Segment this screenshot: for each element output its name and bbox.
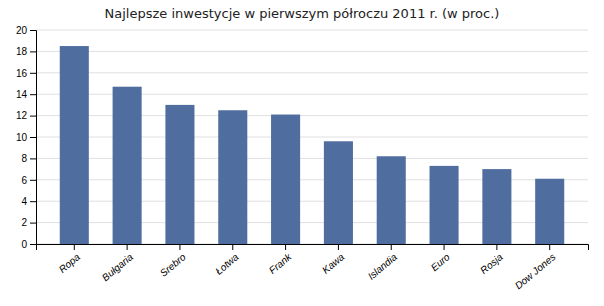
tick-label: Srebro <box>158 251 188 279</box>
tick-label: 10 <box>16 132 28 143</box>
bar <box>113 87 142 244</box>
title: Najlepsze inwestycje w pierwszym półrocz… <box>105 6 500 21</box>
tick-label: 12 <box>16 110 28 121</box>
tick-label: 6 <box>21 175 27 186</box>
tick-mark <box>30 73 36 74</box>
tick-mark <box>391 244 392 250</box>
tick-mark <box>30 201 36 202</box>
tick-mark <box>30 51 36 52</box>
tick: 16 <box>16 68 36 79</box>
tick-mark <box>30 180 36 181</box>
grid-line <box>36 72 588 73</box>
tick: Srebro <box>158 244 188 279</box>
bar <box>218 110 247 244</box>
tick: Ropa <box>57 244 83 275</box>
tick: 0 <box>21 239 36 250</box>
bar <box>430 166 459 244</box>
tick-label: Bułgaria <box>100 251 136 283</box>
tick-label: 20 <box>16 25 28 36</box>
tick-label: 2 <box>21 217 27 228</box>
tick-mark <box>127 244 128 250</box>
tick: 18 <box>16 46 36 57</box>
tick-label: Dow Jones <box>513 251 558 291</box>
bars <box>60 46 564 244</box>
tick-mark <box>30 223 36 224</box>
tick-mark <box>338 244 339 250</box>
tick-label: 4 <box>21 196 27 207</box>
tick-mark <box>549 244 550 250</box>
bar <box>482 169 511 244</box>
tick: 14 <box>16 89 36 100</box>
tick-mark <box>74 244 75 250</box>
tick-mark <box>496 244 497 250</box>
tick-label: 16 <box>16 68 28 79</box>
bar <box>377 156 406 244</box>
tick: Łotwa <box>213 244 241 277</box>
tick-mark <box>30 137 36 138</box>
tick: 12 <box>16 110 36 121</box>
tick: Islandia <box>366 244 400 282</box>
tick-label: 18 <box>16 46 28 57</box>
tick-label: 8 <box>21 153 27 164</box>
x-axis: Ropa Bułgaria Srebro Łotwa Frank Kawa Islandia… <box>37 244 589 291</box>
tick-mark <box>285 244 286 250</box>
tick-mark <box>232 244 233 250</box>
tick-mark <box>30 158 36 159</box>
grid-line <box>36 51 588 52</box>
bar <box>324 141 353 244</box>
tick: Dow Jones <box>513 244 558 291</box>
tick-mark <box>179 244 180 250</box>
grid <box>36 30 588 244</box>
tick: 20 <box>16 25 36 36</box>
tick: 2 <box>21 217 36 228</box>
tick-mark <box>30 244 36 245</box>
tick: 4 <box>21 196 36 207</box>
tick-mark <box>30 30 36 31</box>
tick: 6 <box>21 175 36 186</box>
tick-label: 14 <box>16 89 28 100</box>
tick-mark <box>30 94 36 95</box>
tick: Euro <box>429 244 453 273</box>
tick: Rosja <box>478 244 505 276</box>
tick-label: Kawa <box>320 251 347 276</box>
tick-label: Rosja <box>478 251 505 276</box>
tick-label: Islandia <box>366 251 400 282</box>
grid-line <box>36 30 588 31</box>
tick: Kawa <box>320 244 347 276</box>
tick: Bułgaria <box>100 244 136 283</box>
bar <box>535 179 564 244</box>
bar <box>165 105 194 244</box>
tick: 10 <box>16 132 36 143</box>
chart: 0 2 4 6 8 10 12 14 16 18 20 Ropa Bułgaria Srebro Łotwa… <box>0 0 604 306</box>
tick-label: Ropa <box>57 251 83 275</box>
axis-line <box>30 31 37 245</box>
tick-label: 0 <box>21 239 27 250</box>
plot: 0 2 4 6 8 10 12 14 16 18 20 Ropa Bułgaria Srebro Łotwa… <box>16 25 589 292</box>
tick: Frank <box>267 244 294 276</box>
bar <box>271 115 300 244</box>
tick-label: Łotwa <box>213 251 241 277</box>
tick: 8 <box>21 153 36 164</box>
tick-label: Frank <box>267 251 294 276</box>
tick-mark <box>30 116 36 117</box>
axis-line <box>37 245 589 251</box>
y-axis: 0 2 4 6 8 10 12 14 16 18 20 <box>16 25 37 250</box>
bar <box>60 46 89 244</box>
tick-mark <box>444 244 445 250</box>
tick-label: Euro <box>429 251 453 273</box>
